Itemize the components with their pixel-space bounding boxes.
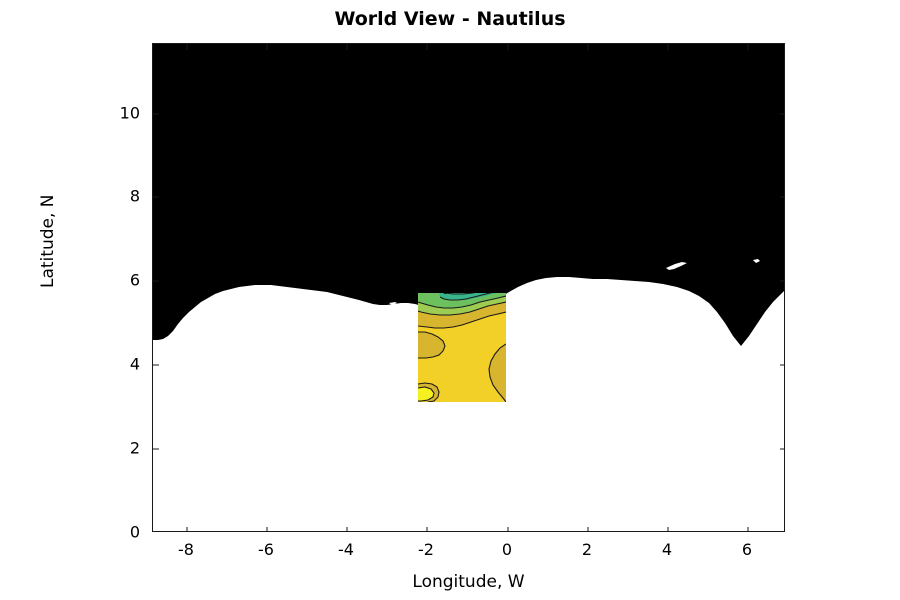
ytick-label-2: 4 <box>129 354 140 374</box>
xtick-label-6: 4 <box>661 540 673 559</box>
contour-band-level-10 <box>418 387 434 401</box>
ytick-label-0: 0 <box>129 522 140 542</box>
xtick-label-0: -8 <box>178 540 194 559</box>
landmass-overlap-coast <box>363 268 449 294</box>
ytick-label-3: 6 <box>129 270 140 290</box>
y-axis-label: Latitude, N <box>38 194 58 289</box>
xtick-label-5: 2 <box>581 540 593 559</box>
coast-inlet-sliver-far-right <box>753 259 760 263</box>
page-title: World View - Nautilus <box>334 8 566 30</box>
axis-ticks <box>153 44 784 531</box>
landmass-shape <box>153 44 784 346</box>
map-plot-svg <box>153 44 784 531</box>
plot-axes[interactable] <box>152 43 785 532</box>
contour-patch-group <box>418 293 506 402</box>
contour-band-level-8-right-notch <box>489 344 506 402</box>
ytick-label-4: 8 <box>129 186 140 206</box>
xtick-label-3: -2 <box>418 540 434 559</box>
contour-lines <box>418 293 506 402</box>
xtick-label-4: 0 <box>501 540 513 559</box>
ytick-label-1: 2 <box>129 438 140 458</box>
x-axis-label: Longitude, W <box>412 572 525 592</box>
xtick-label-7: 6 <box>741 540 753 559</box>
coast-inlet-sliver-left <box>389 302 397 305</box>
contour-band-level-8-left-notch <box>418 332 445 358</box>
xtick-label-1: -6 <box>258 540 274 559</box>
ytick-label-5: 10 <box>119 103 140 123</box>
xtick-label-2: -4 <box>338 540 354 559</box>
coast-inlet-sliver-right <box>666 262 687 270</box>
